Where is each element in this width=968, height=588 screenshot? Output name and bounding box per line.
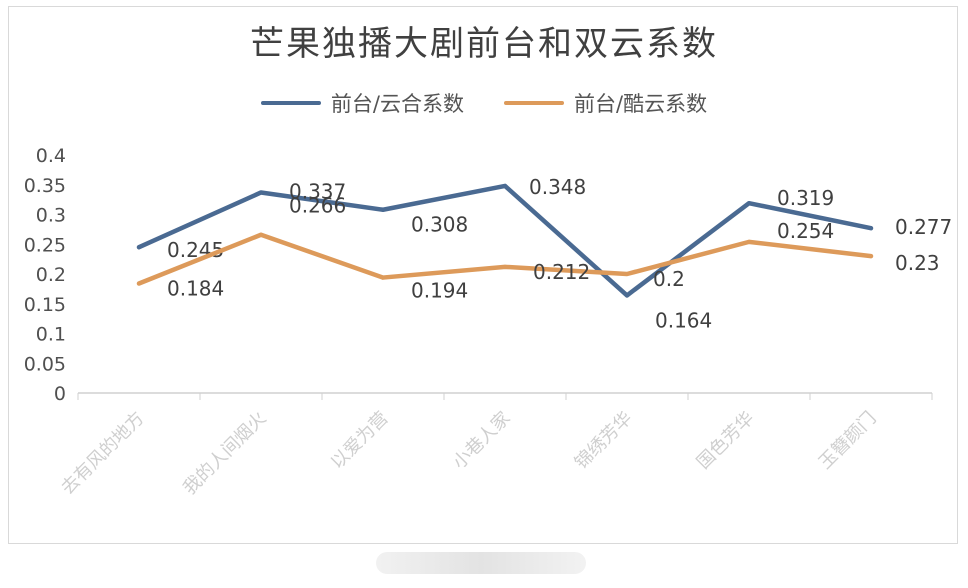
legend: 前台/云合系数 前台/酷云系数 bbox=[0, 88, 968, 118]
data-label: 0.266 bbox=[289, 194, 346, 218]
data-label: 0.23 bbox=[895, 251, 940, 275]
data-point bbox=[625, 272, 629, 276]
x-category-label: 去有风的地方 bbox=[57, 408, 148, 499]
data-point bbox=[625, 293, 629, 298]
data-label: 0.254 bbox=[777, 219, 834, 243]
data-label: 0.277 bbox=[895, 215, 952, 239]
chart-title: 芒果独播大剧前台和双云系数 bbox=[250, 24, 718, 64]
y-tick-label: 0.2 bbox=[36, 264, 66, 286]
data-point bbox=[503, 264, 507, 269]
y-tick-label: 0.35 bbox=[24, 175, 66, 197]
data-point bbox=[747, 239, 751, 244]
legend-swatch-yunhe bbox=[260, 101, 321, 105]
data-label: 0.2 bbox=[653, 267, 685, 291]
x-category-label: 小巷人家 bbox=[449, 408, 515, 474]
data-label: 0.194 bbox=[411, 279, 468, 303]
data-label: 0.184 bbox=[167, 277, 224, 301]
data-point bbox=[259, 190, 263, 195]
y-tick-label: 0.3 bbox=[36, 205, 66, 227]
x-category-label: 锦绣芳华 bbox=[571, 408, 637, 474]
data-point bbox=[869, 254, 873, 259]
series-line-1 bbox=[136, 232, 874, 286]
legend-swatch-kuyun bbox=[504, 101, 564, 105]
data-label: 0.245 bbox=[167, 238, 224, 262]
y-tick-label: 0.1 bbox=[36, 324, 66, 346]
y-tick-label: 0.4 bbox=[36, 145, 66, 167]
watermark-bar bbox=[376, 552, 586, 574]
data-label: 0.308 bbox=[411, 213, 468, 237]
y-tick-label: 0.05 bbox=[24, 353, 66, 375]
data-point bbox=[503, 183, 507, 188]
legend-item-yunhe: 前台/云合系数 bbox=[260, 88, 464, 118]
legend-label-yunhe: 前台/云合系数 bbox=[330, 92, 464, 116]
x-category-label: 国色芳华 bbox=[693, 408, 759, 474]
data-label: 0.212 bbox=[533, 260, 590, 284]
legend-item-kuyun: 前台/酷云系数 bbox=[504, 88, 707, 118]
legend-label-kuyun: 前台/酷云系数 bbox=[574, 92, 708, 116]
data-label: 0.348 bbox=[529, 175, 586, 199]
data-point bbox=[259, 232, 263, 237]
data-point bbox=[869, 226, 873, 231]
data-point bbox=[747, 201, 751, 206]
data-label: 0.319 bbox=[777, 186, 834, 210]
data-point bbox=[381, 275, 385, 280]
data-label: 0.337 bbox=[289, 179, 346, 203]
y-tick-label: 0.25 bbox=[24, 234, 66, 256]
data-point bbox=[137, 281, 141, 286]
data-point bbox=[137, 245, 141, 250]
data-label: 0.164 bbox=[655, 308, 712, 332]
y-tick-label: 0 bbox=[54, 383, 66, 405]
x-category-label: 以爱为营 bbox=[327, 408, 393, 474]
data-point bbox=[381, 207, 385, 212]
y-tick-label: 0.15 bbox=[24, 294, 66, 316]
x-category-label: 玉簪颜门 bbox=[815, 408, 881, 474]
x-category-label: 我的人间烟火 bbox=[179, 408, 270, 499]
